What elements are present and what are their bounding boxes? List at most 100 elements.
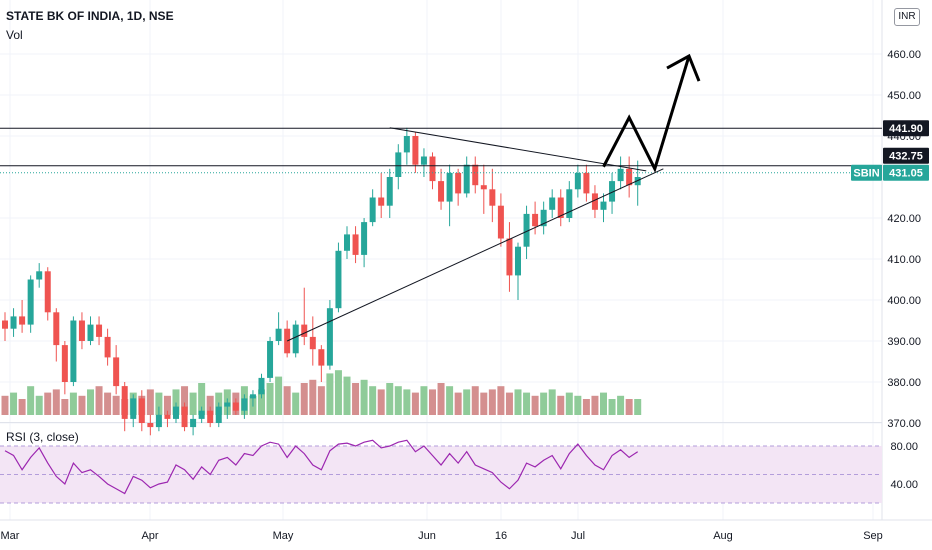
volume-bar [429,389,436,415]
candle-body [361,222,368,255]
candle-body [386,177,393,206]
trendline [389,127,647,172]
candle-body [352,234,359,255]
rsi-tick: 40.00 [890,479,918,491]
candle-body [2,320,8,329]
volume-bar [463,389,471,415]
volume-bar [565,392,573,415]
price-tick: 420.00 [887,213,921,225]
currency-button[interactable]: INR [894,8,920,26]
volume-bar [540,392,548,415]
time-tick: Aug [713,530,733,542]
candle-body [600,201,607,210]
volume-bar [206,395,214,415]
candle-body [70,320,77,382]
candle-body [566,189,573,218]
projection-arrow [602,53,701,173]
candle-body [463,164,470,194]
volume-bar [35,395,43,415]
volume-bar [189,392,197,415]
volume-bar [411,392,419,415]
volume-bar [497,386,505,415]
candle-body [19,316,26,325]
volume-bar [300,383,308,415]
candle-body [61,345,68,382]
volume-bar [582,399,590,415]
candle-body [540,209,547,227]
price-tick: 400.00 [887,295,921,307]
candle-body [10,316,17,329]
volume-bar [326,373,334,415]
candle-body [532,213,539,227]
volume-bar [480,392,488,415]
candle-body [626,168,633,186]
candle-body [412,136,419,165]
time-axis[interactable]: Mar Apr May Jun 16 Jul Aug Sep [1,530,883,542]
volume-bar [514,389,522,415]
candle-body [96,324,103,337]
trendline [286,168,664,342]
candle-body [609,181,616,202]
volume-bar [69,392,77,415]
volume-label: Vol [6,28,23,42]
volume-bar [403,389,411,415]
price-tick: 450.00 [887,90,921,102]
candle-body [335,250,342,309]
volume-bar [617,395,625,415]
volume-bar [95,386,103,415]
volume-bar [61,399,69,415]
candles [2,127,641,436]
volume-bar [369,386,377,415]
price-tick: 370.00 [887,418,921,430]
price-tick: 460.00 [887,49,921,61]
candle-body [113,357,120,387]
chart-title: STATE BK OF INDIA, 1D, NSE [6,9,174,23]
candle-body [190,418,197,428]
rsi-line [4,439,639,495]
rsi-label: RSI (3, close) [6,430,79,444]
candle-body [36,271,43,280]
rsi-tick: 80.00 [890,441,918,453]
candle-body [583,172,590,194]
candle-body [523,213,530,247]
candle-body [44,271,51,313]
candle-body [438,181,445,202]
time-tick: Apr [141,530,158,542]
candle-body [515,246,521,276]
candle-body [164,414,171,419]
volume-bar [446,386,454,415]
volume-bar [531,395,539,415]
price-axis[interactable]: 460.00450.00440.00420.00410.00400.00390.… [887,49,921,430]
horizontal-levels [0,127,882,174]
volume-bar [505,392,513,415]
candle-body [232,402,239,411]
volume-bar [608,399,616,415]
candle-body [318,349,325,366]
candle-body [258,377,265,395]
candle-body [181,406,188,428]
volume-bar [181,386,189,415]
volume-bar [360,379,368,415]
volume-bar [377,389,385,415]
candle-body [87,324,94,341]
volume-bar [317,386,325,415]
volume-bar [78,395,86,415]
price-tick: 380.00 [887,377,921,389]
volume-bar [334,370,342,415]
volume-bar [386,383,394,415]
time-tick: Sep [863,530,883,542]
candle-body [472,164,479,186]
volume-bar [574,395,582,415]
candle-body [489,189,496,206]
candle-body [173,406,179,419]
candle-body [497,205,504,239]
volume-bar [258,389,265,415]
price-badges: 441.90 432.75 431.05 SBIN [851,120,929,181]
volume-bar [172,389,180,415]
rsi-pane [0,439,882,504]
last-price-badge-text: 431.05 [889,168,923,180]
volume-bar [309,379,317,415]
volume-bar [557,395,565,415]
candle-body [557,197,564,218]
